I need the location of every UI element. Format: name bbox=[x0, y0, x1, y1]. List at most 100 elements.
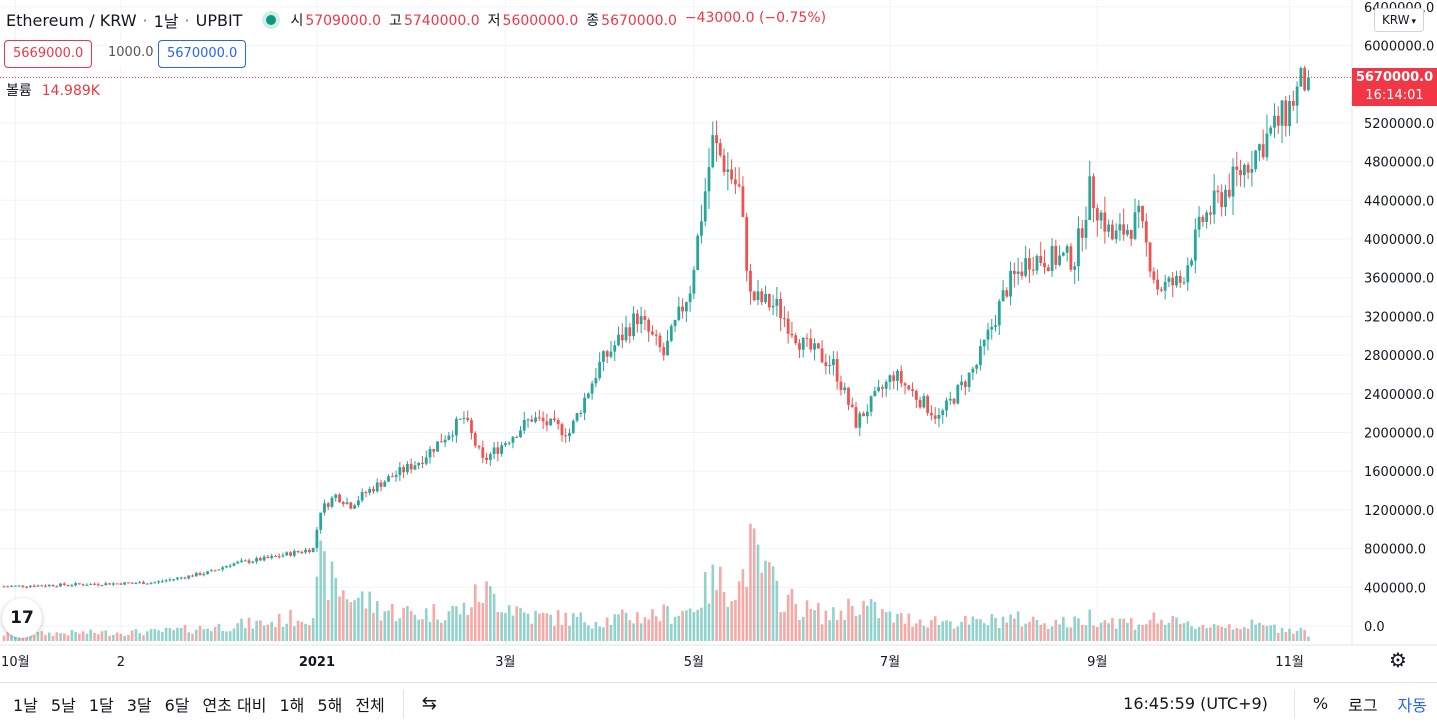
candle-body bbox=[315, 529, 319, 548]
y-tick-label: 4800000.0 bbox=[1364, 156, 1434, 171]
volume-bar bbox=[232, 628, 236, 641]
volume-bar bbox=[843, 619, 847, 641]
volume-bar bbox=[786, 594, 790, 641]
volume-bar bbox=[1209, 627, 1212, 641]
candle-body bbox=[221, 567, 225, 570]
range-6m[interactable]: 6달 bbox=[164, 695, 190, 715]
volume-bar bbox=[613, 614, 617, 641]
volume-bar bbox=[1107, 623, 1110, 641]
volume-bar bbox=[353, 600, 356, 641]
symbol-name[interactable]: Ethereum / KRW bbox=[6, 10, 137, 30]
tradingview-logo-icon[interactable]: 17 bbox=[2, 598, 42, 638]
volume-legend[interactable]: 볼륨 14.989K bbox=[6, 80, 100, 100]
range-1m[interactable]: 1달 bbox=[88, 695, 114, 715]
candle-body bbox=[549, 418, 553, 426]
buy-price-button[interactable]: 5670000.0 bbox=[158, 40, 247, 68]
candle-body bbox=[59, 583, 62, 587]
range-all[interactable]: 전체 bbox=[355, 695, 385, 715]
volume-bar bbox=[44, 635, 47, 641]
market-status-icon[interactable] bbox=[266, 15, 277, 25]
candle-body bbox=[602, 351, 605, 362]
volume-bar bbox=[899, 613, 903, 641]
volume-bar bbox=[210, 631, 213, 641]
volume-bar bbox=[1295, 630, 1299, 641]
candle-body bbox=[1058, 255, 1061, 265]
volume-bar bbox=[632, 623, 635, 641]
candle-body bbox=[405, 463, 409, 473]
candle-body bbox=[123, 582, 127, 585]
volume-bar bbox=[673, 616, 677, 641]
clock-timezone[interactable]: 16:45:59 (UTC+9) bbox=[1123, 694, 1268, 713]
y-tick-label: 2400000.0 bbox=[1364, 388, 1434, 403]
volume-bar bbox=[888, 611, 892, 641]
candle-body bbox=[903, 383, 907, 386]
candle-body bbox=[1299, 68, 1303, 87]
volume-bar bbox=[1239, 629, 1242, 641]
range-5d[interactable]: 5날 bbox=[50, 695, 76, 715]
sell-price-button[interactable]: 5669000.0 bbox=[4, 40, 93, 68]
log-scale-toggle[interactable]: 로그 bbox=[1348, 695, 1378, 715]
candle-body bbox=[81, 584, 85, 586]
candle-body bbox=[813, 343, 816, 350]
candle-body bbox=[289, 552, 292, 556]
candle-body bbox=[74, 583, 78, 586]
volume-bar bbox=[1099, 622, 1103, 641]
candle-body bbox=[820, 348, 824, 363]
x-tick-label: 2021 bbox=[299, 655, 335, 670]
calendar-icon[interactable]: ⇆ bbox=[421, 693, 437, 714]
volume-bar bbox=[971, 616, 975, 641]
volume-bar bbox=[1133, 629, 1137, 641]
y-tick-label: 3600000.0 bbox=[1364, 272, 1434, 287]
volume-bar bbox=[104, 630, 108, 641]
volume-bar bbox=[1156, 623, 1159, 641]
candle-body bbox=[654, 334, 658, 336]
volume-bar bbox=[922, 625, 926, 641]
candle-body bbox=[850, 404, 854, 408]
interval-label[interactable]: 1날 bbox=[153, 12, 179, 31]
candle-body bbox=[145, 583, 149, 585]
volume-bar bbox=[960, 621, 963, 641]
volume-bar bbox=[752, 528, 756, 641]
range-3m[interactable]: 3달 bbox=[126, 695, 152, 715]
candle-body bbox=[1288, 101, 1291, 126]
volume-bar bbox=[1001, 616, 1005, 641]
volume-bar bbox=[485, 581, 488, 641]
candle-body bbox=[194, 573, 198, 577]
range-5y[interactable]: 5해 bbox=[317, 695, 343, 715]
gear-icon[interactable]: ⚙ bbox=[1389, 648, 1407, 672]
volume-bar bbox=[458, 614, 462, 641]
candle-body bbox=[1122, 224, 1126, 235]
candle-body bbox=[1186, 265, 1190, 283]
candle-body bbox=[1307, 77, 1310, 91]
currency-dropdown[interactable]: KRW ▾ bbox=[1374, 8, 1424, 32]
volume-bar bbox=[1103, 620, 1107, 641]
candle-body bbox=[191, 575, 194, 577]
candle-body bbox=[458, 418, 462, 420]
volume-bar bbox=[285, 623, 289, 641]
volume-bar bbox=[892, 622, 896, 641]
volume-bar bbox=[549, 614, 552, 641]
candle-body bbox=[187, 575, 191, 579]
volume-bar bbox=[847, 598, 850, 641]
price-chart[interactable]: 6400000.06000000.05200000.04800000.04400… bbox=[0, 0, 1437, 680]
candle-body bbox=[832, 359, 835, 366]
candle-body bbox=[176, 577, 179, 580]
candle-body bbox=[172, 579, 176, 581]
volume-bar bbox=[764, 560, 767, 641]
candle-body bbox=[62, 583, 66, 585]
auto-scale-toggle[interactable]: 자동 bbox=[1397, 695, 1427, 715]
volume-bar bbox=[685, 610, 688, 641]
candlestick-chart-svg[interactable]: 6400000.06000000.05200000.04800000.04400… bbox=[0, 0, 1437, 680]
volume-bar bbox=[36, 632, 40, 641]
range-1d[interactable]: 1날 bbox=[13, 695, 38, 715]
range-1y[interactable]: 1해 bbox=[279, 695, 305, 715]
volume-bar bbox=[654, 616, 658, 641]
volume-bar bbox=[801, 616, 805, 641]
range-ytd[interactable]: 연초 대비 bbox=[202, 695, 267, 715]
volume-bar bbox=[342, 590, 345, 641]
volume-bar bbox=[930, 620, 933, 641]
volume-bar bbox=[741, 569, 745, 641]
percent-scale-toggle[interactable]: % bbox=[1312, 694, 1329, 713]
candle-body bbox=[1144, 221, 1148, 243]
candle-body bbox=[364, 492, 368, 494]
